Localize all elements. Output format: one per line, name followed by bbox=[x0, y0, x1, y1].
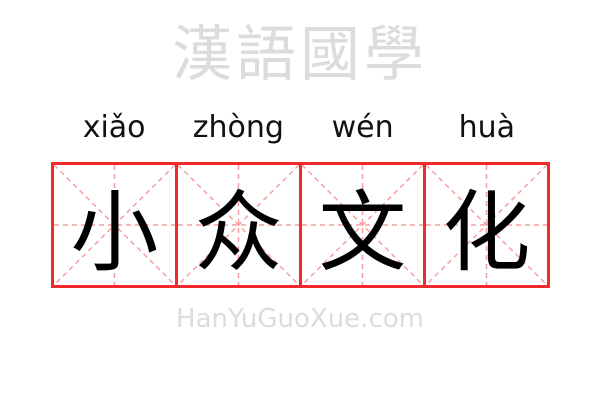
grid-cell-4: 化 bbox=[423, 165, 547, 285]
pinyin-row: xiǎo zhòng wén huà bbox=[52, 106, 549, 150]
pinyin-1: xiǎo bbox=[82, 110, 146, 145]
character-3: 文 bbox=[318, 180, 407, 284]
guide-line bbox=[302, 165, 423, 285]
character-2: 众 bbox=[194, 180, 283, 284]
pinyin-4: huà bbox=[458, 110, 516, 145]
grid-cell-2: 众 bbox=[175, 165, 299, 285]
guide-lines bbox=[54, 165, 175, 285]
grid-cell-1: 小 bbox=[54, 165, 175, 285]
grid-cell-3: 文 bbox=[299, 165, 423, 285]
watermark-chinese: 漢語國學 bbox=[172, 20, 428, 90]
guide-line bbox=[426, 165, 547, 285]
guide-lines bbox=[178, 165, 299, 285]
pinyin-3: wén bbox=[331, 110, 394, 145]
guide-lines bbox=[302, 165, 423, 285]
guide-lines bbox=[426, 165, 547, 285]
character-4: 化 bbox=[442, 180, 531, 284]
character-1: 小 bbox=[70, 180, 159, 284]
watermark-latin: HanYuGuoXue.com bbox=[176, 304, 424, 334]
guide-line bbox=[54, 165, 175, 285]
character-grid: 小 众 文 化 bbox=[51, 162, 550, 288]
guide-line bbox=[178, 165, 299, 285]
pinyin-2: zhòng bbox=[192, 110, 284, 145]
